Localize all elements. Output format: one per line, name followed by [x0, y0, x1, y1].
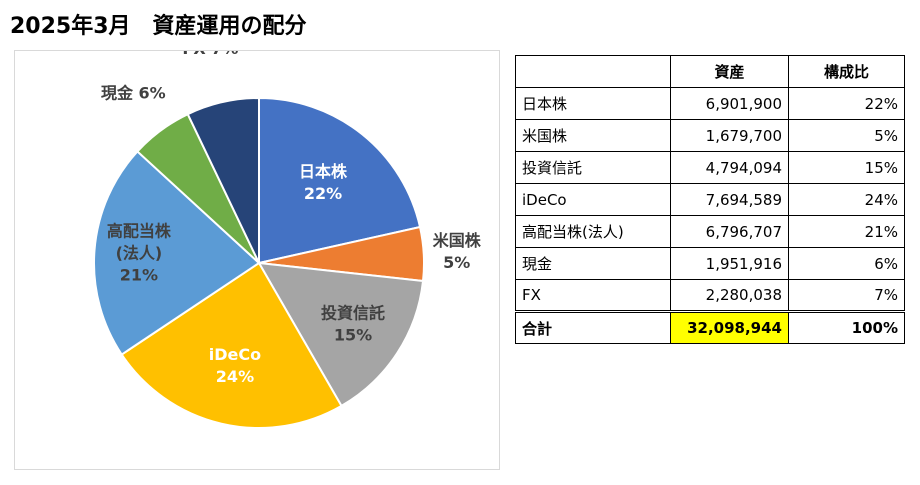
row-percent: 6% [788, 247, 905, 280]
row-percent: 24% [788, 183, 905, 216]
header-blank [515, 55, 671, 88]
row-value: 4,794,094 [670, 151, 789, 184]
total-percent: 100% [788, 310, 905, 344]
total-value: 32,098,944 [670, 310, 789, 344]
pie-chart: 日本株 22% 米国株 5% 投資信託 15% iDeCo 24% 高配当株(法人) 21% 現金 … [93, 51, 482, 429]
pie-data-label: iDeCo 24% [209, 344, 261, 385]
pie-data-label: 現金 6% [101, 83, 166, 102]
row-value: 1,951,916 [670, 247, 789, 280]
row-name: 高配当株(法人) [515, 215, 671, 248]
table-row: 高配当株(法人) 6,796,707 21% [515, 215, 905, 248]
pie-slice [257, 261, 425, 408]
table-row: iDeCo 7,694,589 24% [515, 183, 905, 216]
pie-data-label: 高配当株(法人) 21% [107, 221, 172, 284]
row-value: 6,901,900 [670, 87, 789, 120]
pie-chart-area: 日本株 22% 米国株 5% 投資信託 15% iDeCo 24% 高配当株(法人) 21% 現金 … [14, 50, 500, 470]
table-total-row: 合計 32,098,944 100% [515, 310, 905, 344]
row-percent: 7% [788, 279, 905, 312]
table-row: 米国株 1,679,700 5% [515, 119, 905, 152]
row-percent: 22% [788, 87, 905, 120]
table-header-row: 資産 構成比 [515, 55, 905, 88]
row-value: 1,679,700 [670, 119, 789, 152]
row-percent: 5% [788, 119, 905, 152]
row-name: 米国株 [515, 119, 671, 152]
row-value: 7,694,589 [670, 183, 789, 216]
table-row: 現金 1,951,916 6% [515, 247, 905, 280]
row-name: 現金 [515, 247, 671, 280]
row-value: 2,280,038 [670, 279, 789, 312]
row-name: 投資信託 [515, 151, 671, 184]
pie-slice [120, 261, 343, 429]
row-name: FX [515, 279, 671, 312]
header-ratio: 構成比 [788, 55, 905, 88]
row-percent: 21% [788, 215, 905, 248]
table-row: 日本株 6,901,900 22% [515, 87, 905, 120]
pie-data-label: 米国株 5% [433, 231, 482, 272]
pie-data-label: 日本株 22% [299, 162, 348, 203]
table-row: 投資信託 4,794,094 15% [515, 151, 905, 184]
header-assets: 資産 [670, 55, 789, 88]
total-label: 合計 [515, 310, 671, 344]
row-name: 日本株 [515, 87, 671, 120]
table-row: FX 2,280,038 7% [515, 279, 905, 312]
page-title: 2025年3月 資産運用の配分 [10, 14, 307, 39]
row-name: iDeCo [515, 183, 671, 216]
pie-slice [258, 96, 422, 265]
pie-data-label: FX 7% [182, 51, 238, 57]
pie-data-label: 投資信託 15% [321, 303, 385, 344]
pie-slice [186, 96, 260, 264]
asset-table: 資産 構成比 日本株 6,901,900 22% 米国株 1,679,700 5… [515, 55, 905, 344]
row-percent: 15% [788, 151, 905, 184]
row-value: 6,796,707 [670, 215, 789, 248]
pie-slice [93, 150, 261, 356]
